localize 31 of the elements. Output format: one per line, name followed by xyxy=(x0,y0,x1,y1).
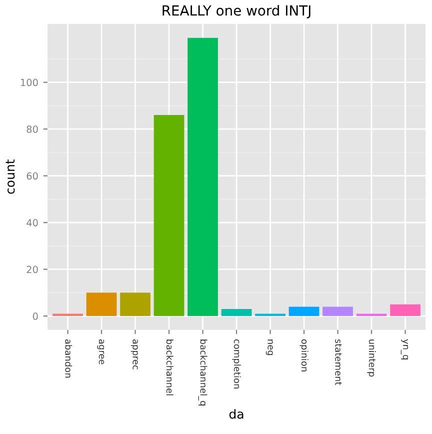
x-tick-label: apprec xyxy=(130,339,138,370)
bar xyxy=(390,304,420,316)
bar xyxy=(86,292,117,316)
bar xyxy=(52,314,83,316)
bar xyxy=(154,115,184,316)
x-tick-label: backchannel xyxy=(166,340,174,396)
bar xyxy=(255,314,286,316)
y-axis-title: count xyxy=(6,160,15,194)
bar xyxy=(322,306,353,316)
x-tick-label: completion xyxy=(232,339,241,388)
x-axis-title: da xyxy=(229,409,244,419)
y-tick-label: 20 xyxy=(26,266,38,274)
x-tick-label: uninterp xyxy=(367,340,376,377)
bar xyxy=(188,38,218,316)
bar xyxy=(120,292,150,316)
x-tick-label: opinion xyxy=(300,339,308,372)
x-tick-label: yn_q xyxy=(400,339,408,360)
chart-title: REALLY one word INTJ xyxy=(162,4,310,18)
x-tick-label: agree xyxy=(97,339,104,364)
y-tick-label: 80 xyxy=(26,126,38,133)
x-tick-label: neg xyxy=(266,340,273,356)
bar xyxy=(221,309,252,316)
y-tick-label: 0 xyxy=(32,312,38,320)
y-tick-label: 60 xyxy=(26,172,38,180)
y-tick-label: 100 xyxy=(21,78,38,86)
bar xyxy=(288,306,320,316)
y-tick-label: 40 xyxy=(26,219,38,226)
x-tick-label: backchannel_q xyxy=(198,340,208,406)
bar xyxy=(356,314,387,316)
x-tick-label: statement xyxy=(335,339,342,386)
x-tick-label: abandon xyxy=(65,339,72,378)
